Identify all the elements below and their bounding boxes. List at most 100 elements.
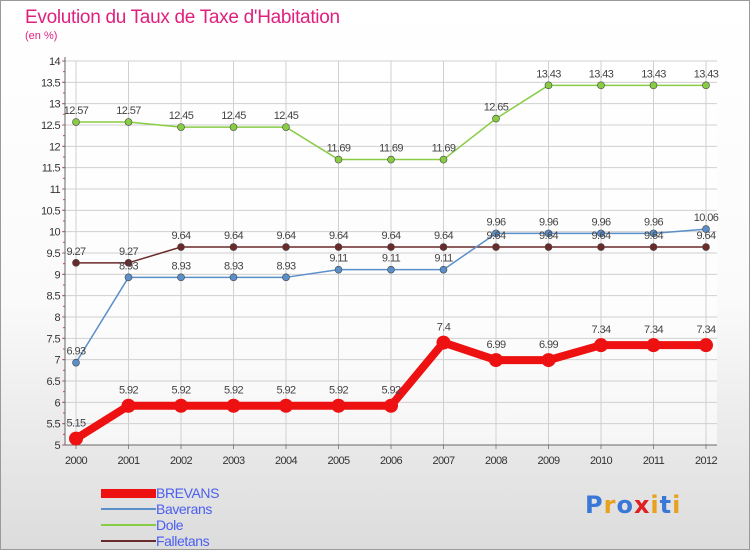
data-label-brevans: 7.4 [437,322,451,334]
data-label-dole: 12.45 [169,110,194,122]
data-point-brevans [699,338,713,353]
data-label-falletans: 9.27 [119,246,138,258]
data-point-brevans [331,398,346,413]
data-label-dole: 12.57 [116,105,141,117]
x-tick-label: 2003 [222,455,245,467]
data-point-baverans [282,273,290,282]
data-label-dole: 11.69 [379,143,403,155]
data-point-baverans [702,225,710,233]
data-point-falletans [544,243,553,251]
data-point-falletans [649,243,658,251]
data-label-brevans: 7.34 [644,324,663,336]
data-label-brevans: 5.92 [119,385,138,397]
y-tick-label: 8.5 [47,291,61,303]
data-label-brevans: 5.92 [171,385,190,397]
legend-label: Falletans [156,533,210,549]
data-label-dole: 13.43 [536,68,561,80]
chart-title: Evolution du Taux de Taxe d'Habitation [25,7,340,28]
y-tick-label: 11 [50,184,61,196]
data-label-brevans: 5.92 [224,385,243,397]
data-point-baverans [439,265,448,274]
data-label-brevans: 7.34 [591,324,610,336]
data-label-baverans: 8.93 [276,260,295,272]
data-point-falletans [334,243,343,251]
data-label-dole: 13.43 [589,68,614,80]
data-label-falletans: 9.64 [224,230,243,242]
x-tick-label: 2004 [275,455,298,467]
x-tick-label: 2001 [117,455,140,467]
data-point-brevans [384,398,398,413]
legend-swatch [101,524,156,526]
data-label-dole: 13.43 [694,68,719,80]
proxiti-logo: Proxiti [585,491,681,519]
legend-swatch [101,488,156,498]
data-label-dole: 11.69 [327,143,351,155]
data-point-brevans [436,335,451,350]
data-point-dole [282,123,290,131]
data-label-dole: 12.45 [274,110,299,122]
logo-letter: i [650,491,660,519]
data-label-baverans: 9.96 [486,216,505,228]
x-tick-label: 2009 [537,455,560,467]
data-point-falletans [282,243,290,251]
data-point-brevans [121,398,136,413]
y-tick-label: 12.5 [41,120,60,132]
data-point-brevans [594,338,608,353]
data-label-falletans: 9.64 [276,230,295,242]
data-point-brevans [541,353,556,368]
data-label-brevans: 5.92 [276,385,295,397]
y-tick-label: 10 [49,227,61,239]
data-label-falletans: 9.64 [486,230,505,242]
data-label-falletans: 9.64 [171,230,190,242]
data-point-dole [229,123,238,131]
data-point-dole [544,81,553,90]
data-point-baverans [124,273,133,282]
x-tick-label: 2005 [327,455,350,467]
logo-letter: i [672,491,682,519]
data-point-dole [492,114,500,123]
data-point-falletans [387,243,395,251]
data-point-falletans [702,243,710,251]
data-label-baverans: 9.96 [591,216,610,228]
data-label-baverans: 9.11 [382,253,401,265]
data-label-brevans: 7.34 [696,324,715,336]
y-tick-label: 12 [49,141,61,153]
data-point-brevans [174,398,188,413]
y-tick-label: 13 [49,99,61,111]
data-point-falletans [72,259,80,267]
data-point-baverans [544,229,553,238]
data-point-falletans [177,243,185,251]
x-tick-label: 2012 [695,455,718,467]
data-point-dole [702,81,710,90]
x-tick-label: 2000 [65,455,88,467]
data-label-falletans: 9.27 [66,246,85,258]
y-tick-label: 10.5 [41,205,60,217]
logo-letter: P [585,491,604,519]
data-point-dole [597,81,605,90]
data-label-dole: 12.57 [64,105,89,117]
data-label-falletans: 9.64 [539,230,558,242]
data-label-brevans: 5.92 [329,385,348,397]
data-label-falletans: 9.64 [329,230,348,242]
y-tick-label: 13.5 [41,77,60,89]
data-point-dole [649,81,658,90]
data-label-baverans: 8.93 [171,260,190,272]
data-label-falletans: 9.64 [381,230,400,242]
y-tick-label: 7.5 [47,333,61,345]
y-tick-label: 5.5 [47,419,61,431]
logo-letter: x [633,491,651,519]
data-label-dole: 13.43 [641,68,666,80]
data-point-baverans [334,265,343,274]
data-point-brevans [226,398,241,413]
data-point-baverans [492,229,500,238]
data-label-baverans: 6.93 [66,346,85,358]
y-tick-label: 11.5 [42,163,61,175]
x-tick-label: 2007 [432,455,455,467]
data-label-baverans: 9.11 [434,253,453,265]
data-point-dole [177,123,185,131]
y-tick-label: 14 [49,56,61,68]
data-point-falletans [124,259,133,267]
legend-label: Dole [156,517,184,533]
